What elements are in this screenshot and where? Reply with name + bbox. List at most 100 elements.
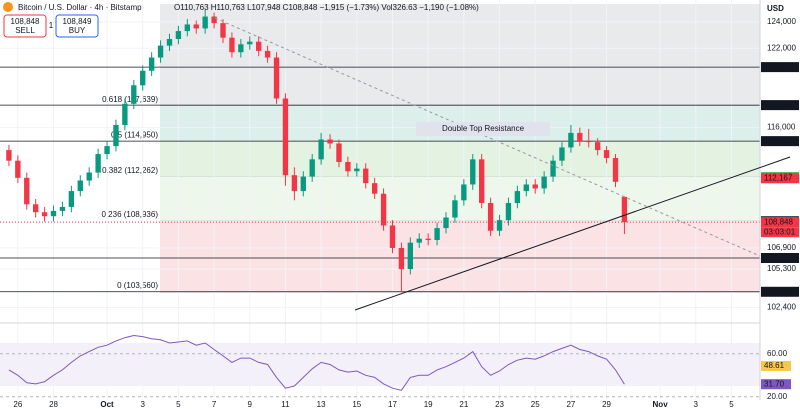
candle-body bbox=[371, 183, 378, 194]
x-tick-label: 19 bbox=[424, 400, 433, 409]
candle-body bbox=[318, 139, 324, 160]
candle-body bbox=[586, 140, 592, 143]
buy-label: BUY bbox=[69, 26, 86, 35]
level-tag bbox=[761, 62, 799, 73]
candle-body bbox=[50, 210, 57, 217]
candle-body bbox=[594, 142, 601, 151]
candle-body bbox=[33, 204, 39, 213]
rsi-tick-label: 20.00 bbox=[767, 392, 788, 401]
fib-label: 0.618 (117,639) bbox=[102, 95, 158, 104]
y-tick-label: 106,900 bbox=[767, 243, 796, 252]
candle-body bbox=[577, 132, 583, 141]
fib-label: 0 (103,560) bbox=[117, 281, 158, 290]
quantity: 1 bbox=[49, 21, 54, 30]
candle-body bbox=[380, 193, 387, 226]
y-tick-label: 116,000 bbox=[767, 123, 796, 132]
x-tick-label: Nov bbox=[653, 400, 669, 409]
candle-body bbox=[220, 23, 226, 38]
y-tick-label: 122,000 bbox=[767, 43, 796, 52]
candle-body bbox=[309, 159, 315, 177]
candle-body bbox=[229, 37, 235, 53]
candle-body bbox=[282, 98, 289, 176]
ohlc-header: O110,763 H110,763 L107,948 C108,848 −1,9… bbox=[174, 3, 479, 12]
candle-body bbox=[514, 191, 521, 203]
countdown: 03:03:01 bbox=[764, 227, 796, 236]
buy-button[interactable] bbox=[55, 14, 99, 38]
candle-body bbox=[211, 16, 217, 24]
candle-body bbox=[157, 45, 164, 58]
candle-body bbox=[496, 220, 503, 231]
rsi-line bbox=[8, 334, 625, 391]
candle-body bbox=[95, 154, 101, 173]
candle-body bbox=[407, 242, 414, 270]
x-tick-label: 23 bbox=[495, 400, 504, 409]
level-tag-label: 117,700 bbox=[764, 100, 793, 109]
candle-body bbox=[523, 184, 529, 192]
x-tick-label: 3 bbox=[694, 400, 699, 409]
candle-body bbox=[131, 85, 137, 104]
price-tag-label: 112,167 bbox=[764, 173, 793, 182]
x-tick-label: 28 bbox=[49, 400, 58, 409]
price-tag-label: 108,848 bbox=[764, 217, 793, 226]
level-tag bbox=[761, 136, 799, 147]
x-tick-label: 13 bbox=[317, 400, 326, 409]
candle-body bbox=[175, 31, 182, 40]
candle-body bbox=[389, 225, 396, 248]
candle-body bbox=[24, 177, 30, 205]
sell-price: 108,848 bbox=[11, 17, 40, 26]
candle-body bbox=[300, 176, 306, 192]
annotation-box bbox=[416, 122, 550, 136]
level-tag-label: 103,584 bbox=[764, 287, 793, 296]
x-tick-label: Oct bbox=[100, 400, 114, 409]
support-line bbox=[354, 156, 791, 311]
candle-body bbox=[202, 16, 208, 29]
candle-body bbox=[41, 212, 48, 217]
candle-body bbox=[621, 196, 628, 223]
price-tag bbox=[761, 173, 799, 184]
rsi-tag-label: 48.61 bbox=[764, 361, 785, 370]
candle-body bbox=[487, 202, 494, 231]
candle-body bbox=[505, 202, 512, 221]
y-tick-label: 124,000 bbox=[767, 17, 796, 26]
candle-body bbox=[398, 247, 405, 270]
rsi-tag-label: 31.70 bbox=[764, 379, 785, 388]
annotation: Double Top Resistance bbox=[442, 124, 525, 133]
rsi-tag bbox=[761, 361, 791, 372]
candle-body bbox=[443, 217, 449, 229]
candle-body bbox=[238, 44, 244, 53]
candle-body bbox=[541, 176, 547, 189]
level-tag-label: 106,138 bbox=[764, 253, 793, 262]
level-tag bbox=[761, 253, 799, 264]
x-tick-label: 9 bbox=[248, 400, 253, 409]
candle-body bbox=[273, 57, 280, 99]
candle-body bbox=[148, 57, 155, 71]
x-tick-label: 7 bbox=[212, 400, 217, 409]
candle-body bbox=[256, 41, 262, 51]
rsi-tag bbox=[761, 379, 791, 390]
sell-button[interactable] bbox=[3, 14, 47, 38]
candle-body bbox=[193, 24, 199, 29]
x-tick-label: 5 bbox=[729, 400, 734, 409]
candle-body bbox=[470, 159, 476, 185]
x-tick-label: 21 bbox=[459, 400, 468, 409]
candle-body bbox=[122, 103, 128, 125]
candle-body bbox=[434, 228, 440, 240]
symbol-title: Bitcoin / U.S. Dollar · 4h · Bitstamp bbox=[18, 3, 142, 12]
candle-body bbox=[425, 238, 431, 240]
background-layer: 0.618 (117,639) 0.5 (114,950) 0.382 (112,2… bbox=[0, 0, 760, 400]
x-tick-label: 15 bbox=[352, 400, 361, 409]
candle-body bbox=[479, 159, 485, 203]
fib-label: 0.236 (108,936) bbox=[102, 210, 159, 219]
candle-body bbox=[345, 161, 351, 172]
fib-label: 0.382 (112,262) bbox=[102, 166, 158, 175]
level-tag-label: 120,575 bbox=[764, 62, 793, 71]
candle-body bbox=[559, 147, 565, 161]
candle-body bbox=[15, 160, 21, 178]
candle-body bbox=[68, 191, 75, 207]
candle-body bbox=[247, 41, 253, 45]
x-tick-label: 17 bbox=[388, 400, 397, 409]
currency: USD bbox=[767, 4, 784, 13]
rsi-tick-label: 60.00 bbox=[767, 349, 788, 358]
candle-body bbox=[59, 206, 66, 211]
